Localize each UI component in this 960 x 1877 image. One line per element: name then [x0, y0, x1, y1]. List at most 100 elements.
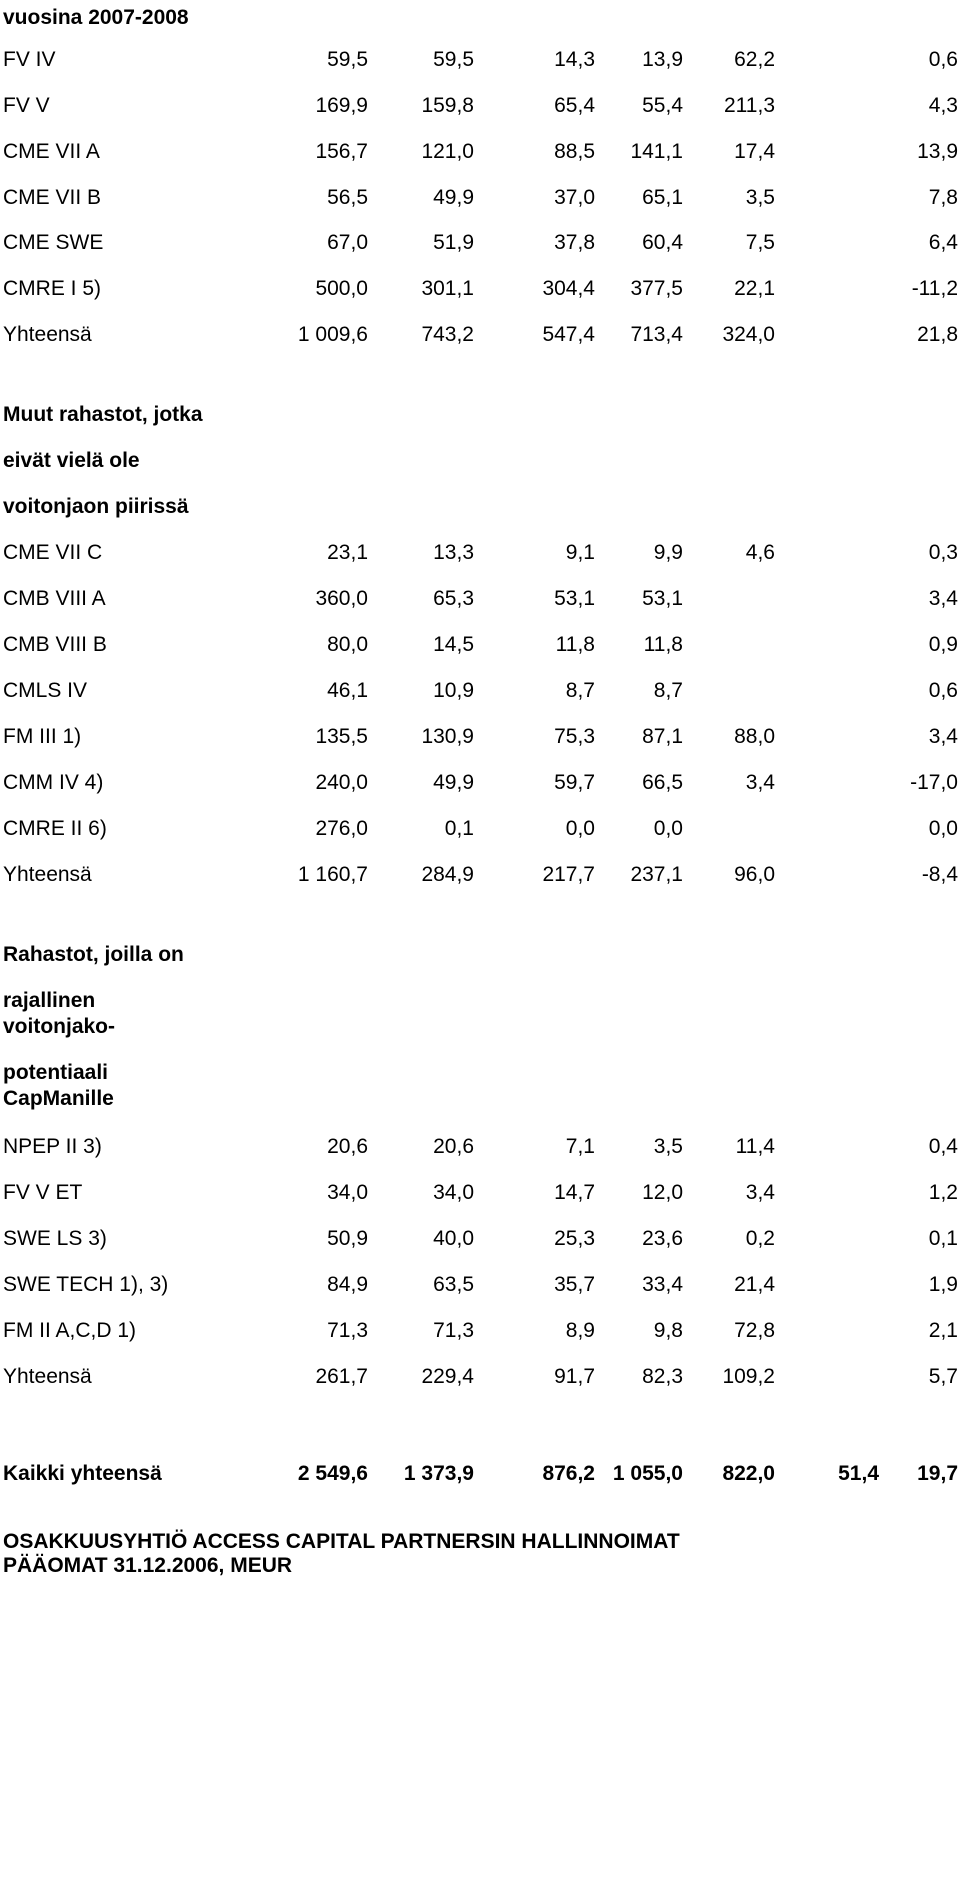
cell-value: 23,1 — [327, 541, 368, 564]
table-row: CMB VIII B 80,0 14,5 11,8 11,8 0,9 — [0, 627, 960, 663]
cell-value: 3,5 — [745, 186, 775, 209]
table-row: NPEP II 3) 20,6 20,6 7,1 3,5 11,4 0,4 — [0, 1129, 960, 1165]
cell-value: 65,4 — [554, 94, 595, 117]
row-label: CME VII B — [3, 186, 102, 209]
cell-value: 11,8 — [643, 633, 683, 656]
cell-value: 14,7 — [554, 1181, 595, 1204]
row-label: Yhteensä — [3, 863, 92, 886]
cell-value: 19,7 — [917, 1462, 958, 1485]
row-label: FM III 1) — [3, 725, 82, 748]
cell-value: 35,7 — [554, 1273, 595, 1296]
cell-value: 2,1 — [928, 1319, 958, 1342]
cell-value: 9,8 — [653, 1319, 683, 1342]
cell-value: 75,3 — [554, 725, 595, 748]
cell-value: 14,5 — [433, 633, 474, 656]
cell-value: 88,0 — [734, 725, 775, 748]
cell-value: 72,8 — [734, 1319, 775, 1342]
cell-value: 0,2 — [745, 1227, 775, 1250]
cell-value: 3,4 — [928, 725, 958, 748]
cell-value: 0,3 — [928, 541, 958, 564]
grand-total-row: Kaikki yhteensä 2 549,6 1 373,9 876,2 1 … — [0, 1456, 960, 1492]
cell-value: 1,2 — [928, 1181, 958, 1204]
row-label: CMRE I 5) — [3, 277, 102, 300]
table-row: CME VII A 156,7 121,0 88,5 141,1 17,4 13… — [0, 134, 960, 170]
cell-value: 82,3 — [642, 1365, 683, 1388]
cell-value: 80,0 — [327, 633, 368, 656]
row-label: CME VII A — [3, 140, 100, 163]
row-label: Yhteensä — [3, 1365, 92, 1388]
cell-value: 237,1 — [630, 863, 683, 886]
section-heading-line: CapManille — [0, 1081, 960, 1117]
cell-value: 0,0 — [653, 817, 683, 840]
cell-value: 8,9 — [565, 1319, 595, 1342]
cell-value: 141,1 — [630, 140, 683, 163]
section-title-line: OSAKKUUSYHTIÖ ACCESS CAPITAL PARTNERSIN … — [0, 1524, 960, 1560]
row-label: SWE TECH 1), 3) — [3, 1273, 169, 1296]
section-title-line: PÄÄOMAT 31.12.2006, MEUR — [0, 1548, 960, 1584]
section-title-text: OSAKKUUSYHTIÖ ACCESS CAPITAL PARTNERSIN … — [3, 1530, 680, 1553]
cell-value: 713,4 — [630, 323, 683, 346]
cell-value: 822,0 — [722, 1462, 775, 1485]
cell-value: 743,2 — [421, 323, 474, 346]
cell-value: 59,7 — [554, 771, 595, 794]
cell-value: 377,5 — [630, 277, 683, 300]
cell-value: 8,7 — [653, 679, 683, 702]
cell-value: 17,4 — [734, 140, 775, 163]
cell-value: 6,4 — [928, 231, 958, 254]
table-row: FV V 169,9 159,8 65,4 55,4 211,3 4,3 — [0, 88, 960, 124]
cell-value: 0,6 — [928, 48, 958, 71]
cell-value: 169,9 — [315, 94, 368, 117]
cell-value: 1 055,0 — [612, 1462, 683, 1485]
cell-value: 37,0 — [554, 186, 595, 209]
cell-value: 66,5 — [642, 771, 683, 794]
cell-value: 51,4 — [838, 1462, 879, 1485]
section-heading-line: voitonjako- — [0, 1009, 960, 1045]
table-row-total: Yhteensä 261,7 229,4 91,7 82,3 109,2 5,7 — [0, 1359, 960, 1395]
cell-value: 56,5 — [327, 186, 368, 209]
cell-value: 22,1 — [734, 277, 775, 300]
cell-value: 3,4 — [745, 771, 775, 794]
cell-value: 87,1 — [642, 725, 683, 748]
row-label: CMM IV 4) — [3, 771, 104, 794]
table-row: CME SWE 67,0 51,9 37,8 60,4 7,5 6,4 — [0, 225, 960, 261]
table-row-total: Yhteensä 1 009,6 743,2 547,4 713,4 324,0… — [0, 317, 960, 353]
cell-value: 8,7 — [565, 679, 595, 702]
section-title-text: PÄÄOMAT 31.12.2006, MEUR — [3, 1554, 293, 1577]
cell-value: 46,1 — [327, 679, 368, 702]
section-heading-line: Muut rahastot, jotka — [0, 397, 960, 433]
cell-value: 21,8 — [917, 323, 958, 346]
cell-value: 130,9 — [421, 725, 474, 748]
section-heading-text: Muut rahastot, jotka — [3, 403, 203, 426]
table-row: FV V ET 34,0 34,0 14,7 12,0 3,4 1,2 — [0, 1175, 960, 1211]
cell-value: 0,4 — [928, 1135, 958, 1158]
cell-value: 11,8 — [555, 633, 595, 656]
cell-value: 51,9 — [433, 231, 474, 254]
cell-value: 10,9 — [433, 679, 474, 702]
cell-value: 5,7 — [928, 1365, 958, 1388]
row-label: SWE LS 3) — [3, 1227, 107, 1250]
cell-value: 49,9 — [433, 186, 474, 209]
section-heading-line: Rahastot, joilla on — [0, 937, 960, 973]
section-heading-line: voitonjaon piirissä — [0, 489, 960, 525]
cell-value: 37,8 — [554, 231, 595, 254]
cell-value: 25,3 — [554, 1227, 595, 1250]
cell-value: 9,1 — [565, 541, 595, 564]
cell-value: 2 549,6 — [297, 1462, 368, 1485]
table-row: CMLS IV 46,1 10,9 8,7 8,7 0,6 — [0, 673, 960, 709]
table-row: CMM IV 4) 240,0 49,9 59,7 66,5 3,4 -17,0 — [0, 765, 960, 801]
section-heading-text: potentiaali — [3, 1061, 109, 1084]
cell-value: 4,6 — [745, 541, 775, 564]
cell-value: 135,5 — [315, 725, 368, 748]
cell-value: 40,0 — [433, 1227, 474, 1250]
table-row: CME VII B 56,5 49,9 37,0 65,1 3,5 7,8 — [0, 180, 960, 216]
cell-value: 284,9 — [421, 863, 474, 886]
cell-value: 12,0 — [642, 1181, 683, 1204]
table-row: SWE TECH 1), 3) 84,9 63,5 35,7 33,4 21,4… — [0, 1267, 960, 1303]
cell-value: -11,2 — [911, 277, 958, 300]
cell-value: 1 373,9 — [403, 1462, 474, 1485]
cell-value: 33,4 — [642, 1273, 683, 1296]
grand-total-label: Kaikki yhteensä — [3, 1462, 162, 1485]
table-row: CMRE I 5) 500,0 301,1 304,4 377,5 22,1 -… — [0, 271, 960, 307]
cell-value: 59,5 — [327, 48, 368, 71]
cell-value: 7,8 — [928, 186, 958, 209]
